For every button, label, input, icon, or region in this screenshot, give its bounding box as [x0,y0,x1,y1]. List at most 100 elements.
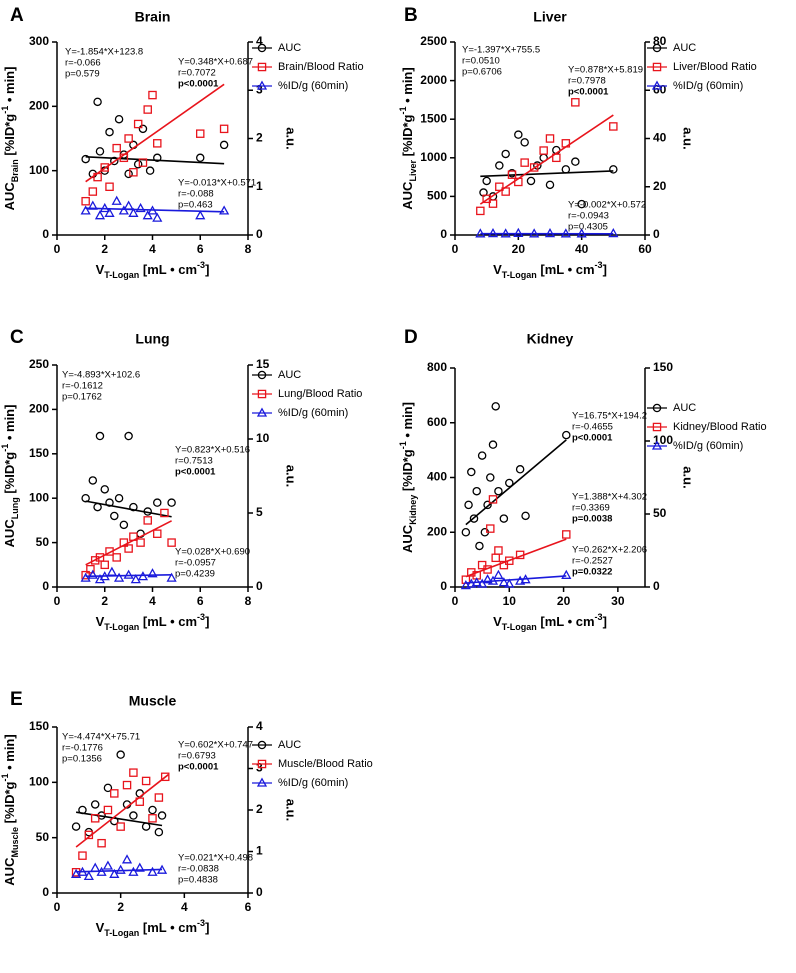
y-tick-label: 400 [427,470,447,484]
fit-line [76,868,163,873]
point [195,153,205,163]
annotation: p<0.0001 [175,467,216,478]
point [88,476,98,485]
annotation: Y=0.878*X+5.819 [568,65,643,76]
point [138,158,148,167]
point [469,514,479,523]
point [483,500,492,510]
label-part: -1 [398,441,408,449]
legend-marker [256,407,268,417]
point [124,544,133,553]
label-part: Kidney [408,495,418,525]
point [494,546,503,555]
chart-title: Lung [135,331,169,347]
point [94,210,106,220]
x-tick-label: 6 [245,900,252,914]
annotation: Y=16.75*X+194.2 [572,411,647,422]
x-tick-label: 2 [117,900,124,914]
point [133,159,143,169]
y-tick-label: 0 [440,579,447,593]
point [608,228,619,238]
annotation: p<0.0001 [178,79,219,90]
annotation: p=0.1356 [62,754,102,765]
y2-tick-label: 0 [653,579,660,593]
point [561,165,571,174]
point [472,486,481,496]
y-tick-label: 0 [42,579,49,593]
point [119,520,129,530]
x-tick-label: 2 [101,594,108,608]
annotation: r=0.0510 [462,56,500,67]
point [219,124,229,134]
point [467,568,476,577]
legend-label: Brain/Blood Ratio [278,61,364,73]
annotation: Y=-1.854*X+123.8 [65,47,143,58]
point [129,168,138,177]
label-part: -3 [595,260,603,270]
point [70,868,82,878]
point [195,210,206,220]
fit-line [465,575,567,584]
annotation: Y=0.021*X+0.498 [178,853,253,864]
point [461,528,471,537]
label-part: ] [205,920,209,935]
annotation: r=-0.0838 [178,864,219,875]
point [95,553,105,562]
legend-label: AUC [673,402,696,414]
y2-axis-label: a.u. [284,127,299,149]
legend-label: Liver/Blood Ratio [673,61,757,73]
x-tick-label: 6 [197,242,204,256]
y2-tick-label: 15 [256,357,270,371]
annotation: r=-0.0957 [175,558,216,569]
x-tick-label: 0 [452,594,459,608]
label-part: V [493,614,502,629]
point [482,194,491,204]
x-tick-label: 4 [181,900,188,914]
y-tick-label: 150 [29,446,49,460]
legend-label: AUC [278,739,301,751]
point [562,430,571,440]
y2-tick-label: 100 [653,433,673,447]
chart-title: Liver [533,9,567,25]
point [145,166,155,175]
y2-tick-label: 2 [256,802,263,816]
panel-label: C [10,327,24,348]
point [152,212,163,222]
point [102,860,114,870]
point [121,854,133,864]
legend-marker [257,43,267,53]
point [95,147,105,156]
label-part: Muscle [10,827,20,858]
label-part: [%ID*g [400,114,415,160]
annotation: Y=0.602*X+0.747 [178,740,253,751]
fit-line [480,170,614,178]
point [499,560,509,570]
label-part: -3 [197,918,205,928]
point [115,864,126,874]
point [80,572,91,582]
panel-label: A [10,5,24,26]
point [504,578,515,588]
point [105,127,114,137]
x-axis-label: VT-Logan [mL • cm-3] [493,260,607,280]
point [148,90,157,100]
y2-axis-label: a.u. [681,466,696,488]
x-tick-label: 0 [54,242,61,256]
panel-label: B [404,5,418,26]
y2-tick-label: 0 [256,227,263,241]
y2-axis-label: a.u. [681,127,696,149]
y2-axis-label: a.u. [284,799,299,821]
point [99,202,110,213]
label-part: -3 [197,260,205,270]
annotation: p<0.0001 [568,87,609,98]
annotation: Y=0.348*X+0.687 [178,57,253,68]
y2-tick-label: 4 [256,34,263,48]
y2-tick-label: 10 [256,431,270,445]
y-axis-label: AUCKidney [%ID*g-1 • min] [398,402,418,553]
annotation: r=-0.066 [65,58,101,69]
label-part: Liver [408,160,418,182]
x-tick-label: 20 [512,242,526,256]
label-part: ] [205,262,209,277]
y2-tick-label: 150 [653,360,673,374]
y-tick-label: 200 [29,402,49,416]
